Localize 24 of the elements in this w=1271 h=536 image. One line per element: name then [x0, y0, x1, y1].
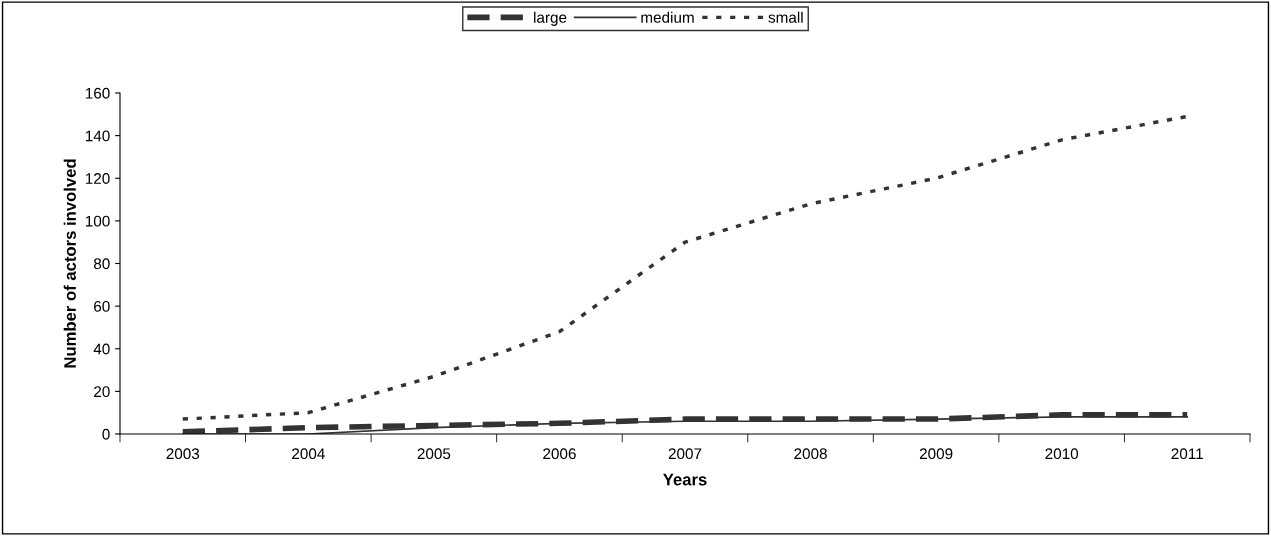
y-tick-label: 60 [94, 300, 110, 312]
x-tick-label: 2010 [1045, 448, 1079, 460]
x-axis-title: Years [663, 473, 707, 486]
x-tick-label: 2009 [919, 448, 953, 460]
x-tick-label: 2008 [794, 448, 827, 460]
line-series [181, 114, 1189, 421]
legend-label: large [534, 11, 567, 26]
x-tick-label: 2011 [1171, 448, 1203, 460]
x-tick-label: 2005 [417, 448, 451, 460]
y-axis-title: Number of actors involved [63, 159, 76, 368]
legend-label: medium [641, 11, 694, 23]
legend-label: small [768, 11, 803, 23]
y-tick-label: 0 [102, 428, 110, 440]
y-tick-label: 100 [85, 215, 110, 227]
x-tick-label: 2006 [543, 448, 576, 460]
y-tick-label: 160 [85, 87, 110, 99]
y-tick-label: 80 [93, 258, 110, 270]
x-tick-label: 2004 [292, 448, 325, 460]
x-tick-label: 2007 [668, 448, 702, 460]
x-tick-label: 2003 [166, 448, 200, 460]
y-tick-label: 20 [94, 386, 110, 398]
y-tick-label: 40 [93, 343, 110, 355]
y-tick-label: 120 [85, 173, 110, 184]
y-tick-label: 140 [85, 130, 110, 142]
